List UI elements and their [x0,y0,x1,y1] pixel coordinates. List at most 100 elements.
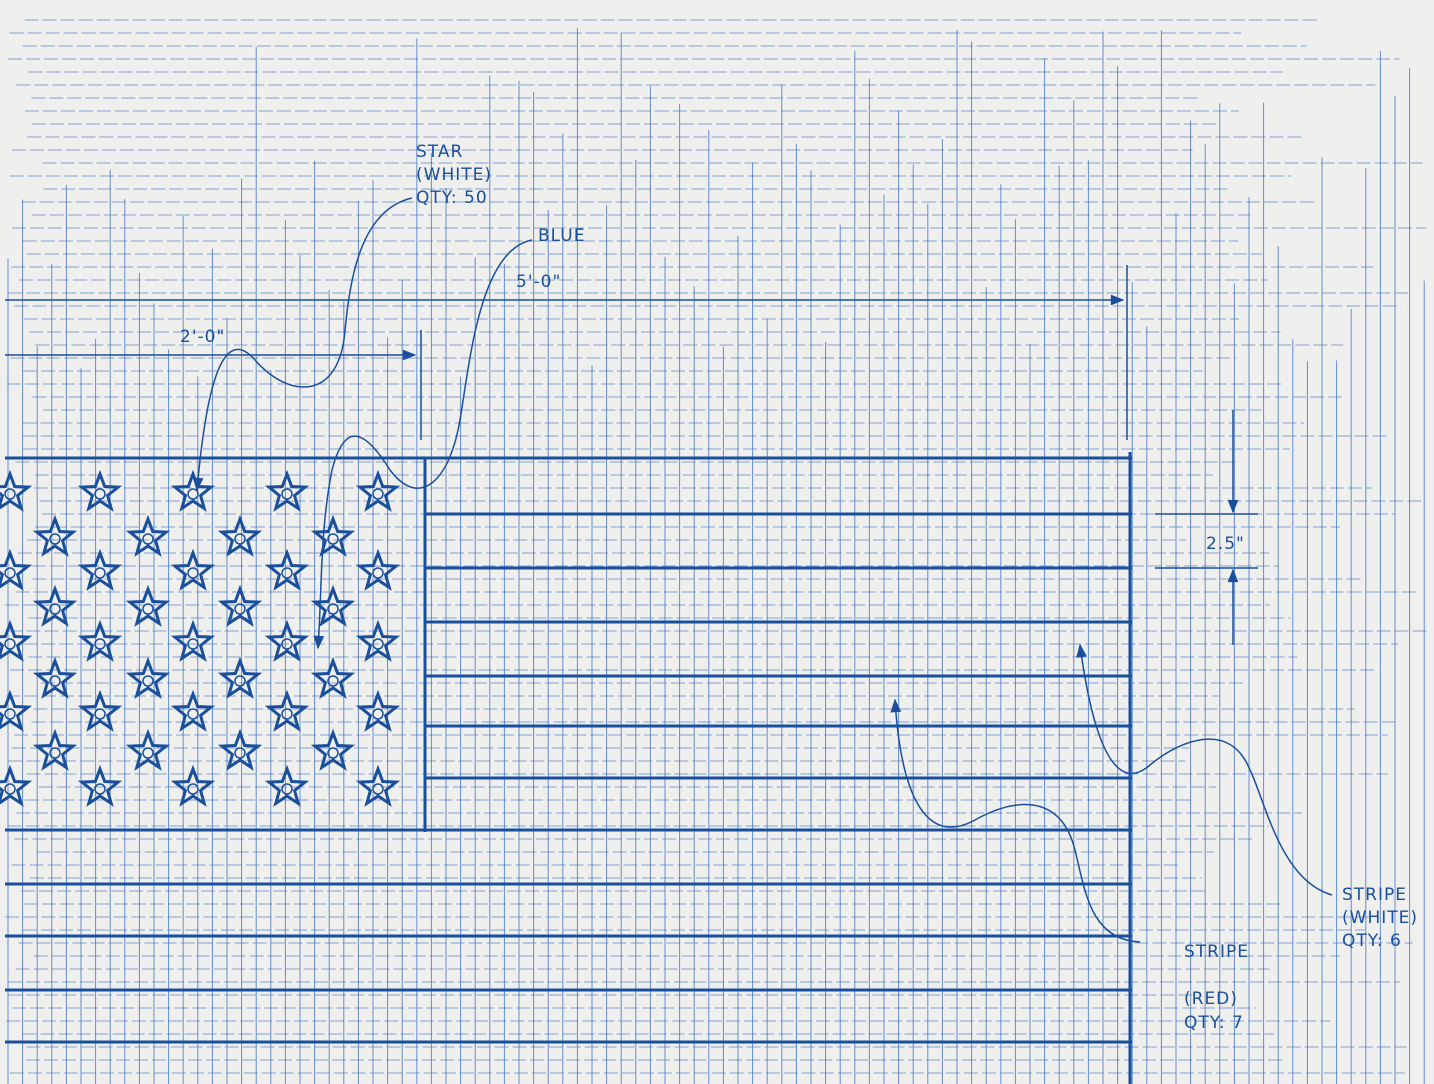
star-center [327,747,339,759]
star-center [372,488,384,500]
flag [5,452,1132,1084]
star [32,514,78,557]
star-center [187,708,199,720]
star-center [94,638,106,650]
star [0,548,33,591]
star [355,764,401,807]
star-center [49,603,61,615]
star [0,764,33,807]
leader [890,698,1141,943]
star-center [281,783,293,795]
star [355,548,401,591]
star [264,619,310,662]
star-center [372,783,384,795]
star-center [94,708,106,720]
grid [5,19,1428,1084]
star [170,619,216,662]
star-center [327,675,339,687]
star [217,656,263,699]
dimensions [5,265,1258,645]
star [125,728,171,771]
star-center [4,567,16,579]
star [0,619,33,662]
star-center [372,708,384,720]
star [264,548,310,591]
star [217,728,263,771]
star [125,514,171,557]
label: STRIPE [1342,885,1407,905]
star-center [372,638,384,650]
star-center [281,488,293,500]
star [77,619,123,662]
dimension-label: 2.5" [1206,534,1245,554]
star [310,728,356,771]
star [170,764,216,807]
label: STAR [416,142,463,162]
leader [1076,643,1333,896]
star-center [187,783,199,795]
label: BLUE [538,226,585,246]
star [310,514,356,557]
star-center [187,638,199,650]
star [77,689,123,732]
dimension-label: 5'-0" [516,272,561,292]
star-center [281,708,293,720]
star-center [94,567,106,579]
star [264,469,310,512]
label: STRIPE [1184,942,1249,962]
star [217,584,263,627]
star-center [327,603,339,615]
label: (RED) [1184,989,1238,1009]
star-center [187,567,199,579]
label: QTY: 6 [1342,931,1402,951]
star [264,764,310,807]
star [264,689,310,732]
star-center [94,488,106,500]
leader [192,197,413,492]
star [32,728,78,771]
star-center [187,488,199,500]
star-center [49,533,61,545]
star-center [142,675,154,687]
star-center [281,567,293,579]
star-center [234,747,246,759]
star-center [4,638,16,650]
star [32,656,78,699]
star-center [372,567,384,579]
star-center [234,675,246,687]
star-center [94,783,106,795]
star [125,656,171,699]
star [125,584,171,627]
star [77,764,123,807]
star [355,469,401,512]
star-center [49,747,61,759]
leaders [192,197,1333,943]
star [355,619,401,662]
star-center [4,488,16,500]
star-center [281,638,293,650]
star [217,514,263,557]
label: (WHITE) [1342,908,1418,928]
star-center [142,747,154,759]
star [310,656,356,699]
star [170,548,216,591]
star-center [327,533,339,545]
star-center [142,533,154,545]
leader [313,239,533,650]
star [355,689,401,732]
star-center [4,783,16,795]
label: QTY: 7 [1184,1013,1244,1033]
star [170,689,216,732]
star [0,689,33,732]
label: (WHITE) [416,165,492,185]
star [170,469,216,512]
dimension-label: 2'-0" [180,327,225,347]
label: QTY: 50 [416,188,488,208]
star-center [234,533,246,545]
star-center [4,708,16,720]
star-center [49,675,61,687]
star [77,469,123,512]
annotations: STAR (WHITE) QTY: 50 BLUE 5'-0" 2'-0" 2.… [180,142,1418,1033]
